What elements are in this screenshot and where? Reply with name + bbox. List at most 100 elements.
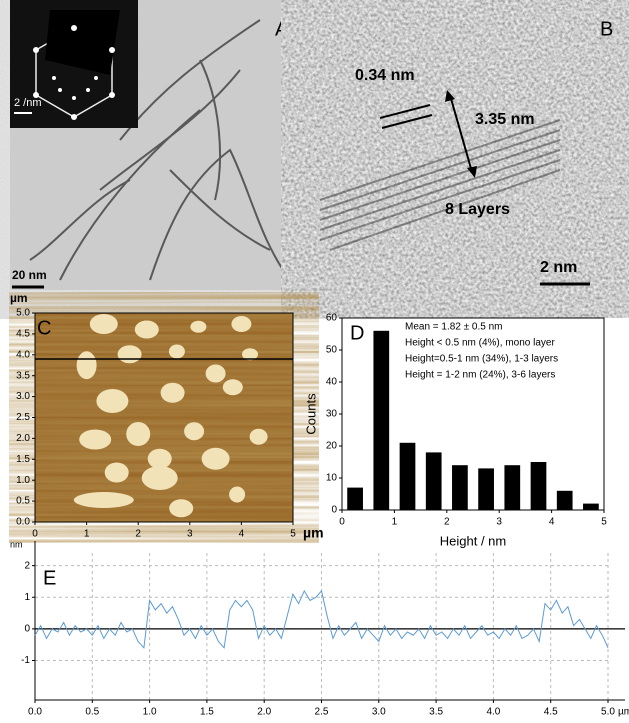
y-tick-label: 0 bbox=[24, 624, 30, 635]
bar bbox=[504, 465, 520, 510]
scale-text: 20 nm bbox=[12, 268, 47, 282]
y-tick-label: 1.0 bbox=[16, 475, 30, 486]
y-unit: µm bbox=[10, 291, 28, 305]
flake bbox=[148, 449, 172, 469]
y-tick-label: 3.5 bbox=[16, 370, 30, 381]
panel-label: D bbox=[350, 322, 364, 344]
bar bbox=[347, 488, 363, 510]
x-tick-label: 1 bbox=[392, 517, 398, 528]
panel-label: B bbox=[600, 18, 613, 40]
flake bbox=[202, 448, 230, 470]
flake bbox=[77, 351, 97, 379]
panel-label: C bbox=[37, 317, 51, 339]
x-tick-label: 5 bbox=[601, 517, 607, 528]
x-tick-label: 5.0 bbox=[601, 707, 615, 718]
bar bbox=[400, 443, 416, 510]
y-axis-title: Counts bbox=[303, 393, 318, 435]
y-tick-label: 1 bbox=[24, 592, 30, 603]
y-tick-label: 4.0 bbox=[16, 349, 30, 360]
bar bbox=[557, 491, 573, 510]
flake bbox=[223, 379, 243, 395]
annotation: 0.34 nm bbox=[355, 67, 415, 84]
x-unit: µm bbox=[618, 707, 629, 718]
panel-b: B 0.34 nm 3.35 nm 8 Layers 2 nm bbox=[312, 10, 622, 290]
y-tick-label: 2.5 bbox=[16, 412, 30, 423]
flake bbox=[90, 314, 118, 334]
inset-scale-text: 2 /nm bbox=[14, 97, 42, 109]
x-unit: µm bbox=[303, 525, 324, 541]
y-tick-label: 30 bbox=[326, 409, 338, 420]
x-tick-label: 4.5 bbox=[544, 707, 558, 718]
flake bbox=[184, 422, 204, 440]
x-tick-label: 1.0 bbox=[143, 707, 157, 718]
x-tick-label: 3.0 bbox=[372, 707, 386, 718]
panel-label: A bbox=[275, 18, 289, 40]
x-tick-label: 0.0 bbox=[28, 707, 42, 718]
flake bbox=[96, 389, 128, 413]
x-tick-label: 4 bbox=[549, 517, 555, 528]
y-tick-label: -1 bbox=[21, 655, 30, 666]
bar bbox=[478, 468, 494, 510]
annotation: Height < 0.5 nm (4%), mono layer bbox=[405, 338, 555, 349]
flake bbox=[118, 345, 142, 363]
x-tick-label: 3.5 bbox=[429, 707, 443, 718]
flake bbox=[105, 463, 129, 483]
x-tick-label: 2.0 bbox=[257, 707, 271, 718]
annotation: Height=0.5-1 nm (34%), 1-3 layers bbox=[405, 354, 558, 365]
x-tick-label: 4.0 bbox=[486, 707, 500, 718]
flake bbox=[79, 430, 111, 450]
flake bbox=[142, 466, 178, 490]
x-tick-label: 1 bbox=[84, 529, 90, 540]
y-tick-label: 2.0 bbox=[16, 433, 30, 444]
panel-a: 2 /nm A 20 nm bbox=[10, 0, 302, 290]
y-tick-label: 0.0 bbox=[16, 517, 30, 528]
y-tick-label: 5.0 bbox=[16, 308, 30, 319]
y-tick-label: 0 bbox=[331, 505, 337, 516]
x-tick-label: 2 bbox=[444, 517, 450, 528]
flake bbox=[206, 365, 226, 383]
x-tick-label: 5 bbox=[290, 529, 296, 540]
flake bbox=[231, 316, 251, 332]
y-tick-label: 60 bbox=[326, 313, 338, 324]
y-tick-label: 4.5 bbox=[16, 329, 30, 340]
x-axis-title: Height / nm bbox=[440, 533, 506, 548]
flake bbox=[74, 492, 134, 508]
bar bbox=[373, 331, 389, 510]
x-tick-label: 0.5 bbox=[85, 707, 99, 718]
annotation: 8 Layers bbox=[445, 201, 510, 218]
y-tick-label: 20 bbox=[326, 441, 338, 452]
flake bbox=[126, 422, 150, 446]
flake bbox=[169, 499, 193, 517]
bar bbox=[426, 452, 442, 510]
flake bbox=[229, 487, 245, 503]
x-tick-label: 2 bbox=[135, 529, 141, 540]
flake bbox=[190, 321, 206, 333]
afm-streaks bbox=[35, 313, 293, 522]
y-tick-label: 1.5 bbox=[16, 454, 30, 465]
x-tick-label: 0 bbox=[339, 517, 345, 528]
annotation: Height = 1-2 nm (24%), 3-6 layers bbox=[405, 370, 555, 381]
y-tick-label: 50 bbox=[326, 345, 338, 356]
figure: 2 /nm A 20 nm B 0.34 nm 3.35 nm 8 Layers… bbox=[0, 0, 629, 718]
flake bbox=[250, 429, 268, 445]
flake bbox=[169, 345, 185, 359]
page: {"panels": [ {"label": "A", "inset_scale… bbox=[0, 0, 629, 718]
y-tick-label: 0.5 bbox=[16, 496, 30, 507]
y-tick-label: 3.0 bbox=[16, 391, 30, 402]
annotation: 3.35 nm bbox=[475, 111, 535, 128]
y-tick-label: 2 bbox=[24, 560, 30, 571]
panel-label: E bbox=[43, 567, 56, 589]
scale-text: 2 nm bbox=[540, 259, 577, 276]
x-tick-label: 1.5 bbox=[200, 707, 214, 718]
flake bbox=[135, 321, 159, 339]
x-tick-label: 3 bbox=[187, 529, 193, 540]
x-tick-label: 4 bbox=[239, 529, 245, 540]
x-tick-label: 3 bbox=[496, 517, 502, 528]
flake bbox=[161, 383, 185, 403]
bar bbox=[583, 504, 599, 510]
y-tick-label: 10 bbox=[326, 473, 338, 484]
x-tick-label: 2.5 bbox=[315, 707, 329, 718]
y-tick-label: 40 bbox=[326, 377, 338, 388]
x-tick-label: 0 bbox=[32, 529, 38, 540]
bar bbox=[531, 462, 547, 510]
